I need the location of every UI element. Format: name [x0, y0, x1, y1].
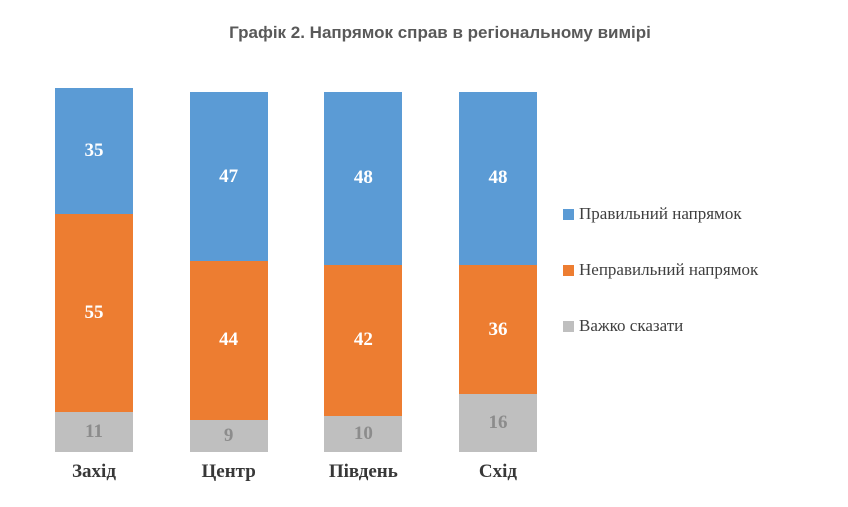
segment-value-label: 11 [85, 421, 103, 443]
legend-item-wrong-direction: Неправильний напрямок [563, 259, 758, 281]
bar-segment: 55 [55, 214, 133, 413]
legend-item-right-direction: Правильний напрямок [563, 203, 758, 225]
legend-label-wrong-direction: Неправильний напрямок [579, 260, 759, 279]
segment-value-label: 10 [353, 423, 373, 444]
segment-value-label: 42 [353, 329, 373, 351]
bar-segment: 10 [324, 416, 403, 452]
category-label: Центр [201, 461, 256, 482]
segment-value-label: 44 [219, 329, 239, 351]
bar-segment: 47 [189, 92, 268, 262]
bar-segment: 36 [458, 264, 537, 395]
bar-column-Центр: 47 44 9 Центр [189, 92, 268, 482]
category-label: Схід [478, 461, 518, 482]
legend-label-hard-to-say: Важко сказати [579, 316, 684, 335]
segment-value-label: 36 [488, 318, 508, 340]
segment-value-label: 47 [219, 165, 239, 187]
bar-column-Схід: 48 36 16 Схід [458, 92, 537, 482]
bar-segment: 9 [189, 419, 268, 452]
legend-swatch-orange-icon [563, 264, 574, 276]
bar-column-Південь: 48 42 10 Південь [324, 92, 403, 482]
category-label: Південь [328, 461, 398, 482]
plot-area: 35 55 11 Захід 47 44 9 Центр 48 42 10 Південь 48 36 16… [55, 80, 537, 482]
segment-value-label: 48 [488, 167, 508, 189]
legend: Правильний напрямок Неправильний напрямо… [563, 203, 758, 337]
legend-item-hard-to-say: Важко сказати [563, 315, 758, 337]
chart-title: Графік 2. Напрямок справ в регіональному… [229, 23, 651, 42]
segment-value-label: 48 [353, 167, 373, 189]
legend-swatch-blue-icon [563, 208, 574, 220]
segment-value-label: 9 [223, 424, 234, 446]
bar-segment: 44 [189, 261, 268, 420]
bar-segment: 48 [324, 92, 403, 265]
segment-value-label: 16 [488, 412, 508, 434]
bar-segment: 35 [55, 88, 133, 215]
legend-swatch-gray-icon [563, 320, 574, 332]
legend-label-right-direction: Правильний напрямок [579, 204, 742, 223]
bar-segment: 42 [324, 264, 403, 416]
category-label: Захід [72, 461, 116, 482]
bar-column-Захід: 35 55 11 Захід [55, 88, 133, 482]
bar-segment: 48 [458, 92, 537, 265]
segment-value-label: 35 [84, 140, 104, 162]
bar-segment: 16 [458, 394, 537, 452]
bar-segment: 11 [55, 412, 133, 452]
segment-value-label: 55 [84, 302, 104, 324]
